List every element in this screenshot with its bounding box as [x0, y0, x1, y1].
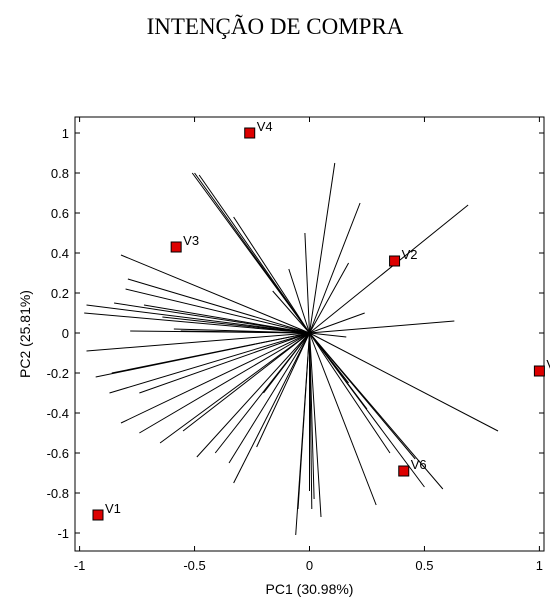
loading-vector — [139, 332, 310, 394]
loading-vector — [309, 202, 361, 334]
loading-vector — [309, 332, 377, 506]
y-tick-label: -0.6 — [47, 446, 69, 461]
loading-vector — [288, 268, 310, 334]
x-axis-label: PC1 (30.98%) — [266, 581, 354, 597]
loading-vector — [196, 332, 310, 458]
point-label: V6 — [411, 457, 427, 472]
point-marker — [533, 365, 545, 377]
loading-vector — [309, 332, 347, 338]
x-tick-label: 1 — [536, 558, 543, 573]
loading-vector — [272, 290, 310, 334]
loading-vector — [114, 302, 310, 334]
loading-vector — [198, 174, 310, 334]
loading-vector — [309, 204, 469, 334]
loading-vector — [263, 332, 310, 394]
loading-vector — [295, 332, 310, 536]
axes: -1 -0.5 0 0.5 1 1 0.8 0.6 0.4 0.2 0 -0.2 -0.4 -0.6 -0.… — [47, 116, 545, 573]
y-tick-label: -0.4 — [47, 406, 69, 421]
loading-vector — [309, 332, 322, 518]
point-marker — [170, 241, 182, 253]
loading-vector — [109, 332, 310, 394]
x-tick-label: -0.5 — [183, 558, 205, 573]
loading-vector — [309, 262, 350, 334]
loading-vector — [233, 332, 310, 484]
loading-vector — [162, 316, 310, 334]
loading-vector — [309, 332, 416, 460]
loading-vectors — [84, 162, 499, 536]
point-label: V2 — [402, 247, 418, 262]
loading-vector — [180, 330, 310, 334]
loading-vector — [95, 332, 310, 378]
y-tick-label: 1 — [62, 126, 69, 141]
loading-vector — [127, 278, 310, 334]
loading-vector — [309, 332, 499, 432]
loading-vector — [309, 332, 349, 384]
data-points: V1 V2 V3 V4 V5 V6 — [92, 119, 550, 521]
point-marker — [244, 127, 256, 139]
point-label: V1 — [105, 501, 121, 516]
point-marker — [398, 465, 410, 477]
y-tick-label: 0.4 — [51, 246, 69, 261]
loading-vector — [228, 332, 310, 464]
point-label: V5 — [546, 357, 550, 372]
loading-vector — [309, 332, 391, 454]
y-tick-label: -0.8 — [47, 486, 69, 501]
loading-vector — [304, 232, 310, 334]
loading-vector — [309, 320, 455, 334]
point-marker — [92, 509, 104, 521]
point-label: V3 — [183, 233, 199, 248]
y-tick-label: 0 — [62, 326, 69, 341]
loading-vector — [309, 332, 315, 500]
loading-vector — [143, 304, 310, 334]
y-tick-label: -1 — [57, 526, 69, 541]
point-label: V4 — [257, 119, 273, 134]
loading-vector — [256, 332, 310, 448]
loading-vector — [139, 332, 310, 434]
x-tick-label: -1 — [74, 558, 86, 573]
loading-vector — [84, 312, 310, 334]
loading-vector — [120, 332, 310, 424]
loading-vector — [309, 312, 365, 334]
loading-vector — [86, 304, 310, 334]
y-axis-label: PC2 (25.81%) — [17, 290, 33, 378]
y-tick-label: 0.2 — [51, 286, 69, 301]
x-tick-label: 0.5 — [415, 558, 433, 573]
x-tick-label: 0 — [306, 558, 313, 573]
y-tick-label: 0.6 — [51, 206, 69, 221]
loading-vector — [159, 332, 310, 444]
chart-title: INTENÇÃO DE COMPRA — [146, 14, 404, 39]
y-tick-label: -0.2 — [47, 366, 69, 381]
y-tick-label: 0.8 — [51, 166, 69, 181]
loading-vector — [86, 332, 310, 352]
loading-vector — [120, 254, 310, 334]
point-marker — [389, 255, 401, 267]
loading-vector — [182, 332, 310, 432]
loading-vector — [125, 288, 310, 334]
loading-vector — [233, 216, 310, 334]
loading-vector — [309, 162, 336, 334]
